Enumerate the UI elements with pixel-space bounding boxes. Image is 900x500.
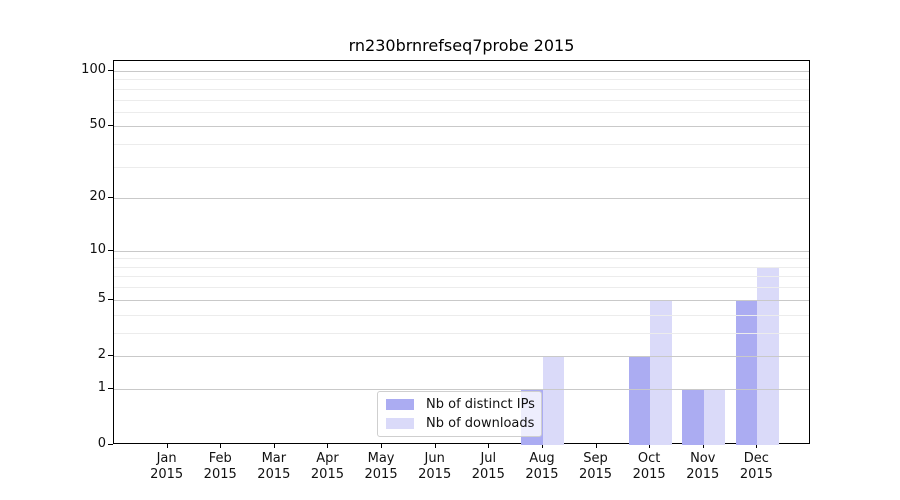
x-tick-label-sep: Sep 2015: [565, 451, 627, 483]
y-tick-mark-50: [108, 125, 113, 126]
x-tick-year: 2015: [525, 467, 559, 482]
gridline-minor-3: [114, 332, 809, 334]
x-tick-month: Apr: [316, 451, 339, 466]
x-tick-month: Sep: [583, 451, 608, 466]
x-tick-year: 2015: [739, 467, 773, 482]
legend-item-distinct-ips: Nb of distinct IPs: [386, 397, 535, 412]
y-tick-mark-5: [108, 299, 113, 300]
x-tick-month: Jan: [156, 451, 177, 466]
gridline-minor-90: [114, 79, 809, 81]
x-tick-mark-mar: [274, 444, 275, 448]
plot-area: [113, 60, 810, 445]
x-tick-mark-sep: [596, 444, 597, 448]
x-tick-month: Oct: [637, 451, 661, 466]
gridline-minor-60: [114, 111, 809, 113]
gridline-major-1: [114, 388, 809, 390]
x-tick-label-nov: Nov 2015: [672, 451, 734, 483]
x-tick-year: 2015: [418, 467, 452, 482]
x-tick-year: 2015: [310, 467, 344, 482]
gridline-minor-7: [114, 276, 809, 278]
x-tick-month: Nov: [690, 451, 716, 466]
y-tick-mark-100: [108, 70, 113, 71]
x-tick-mark-aug: [542, 444, 543, 448]
x-tick-year: 2015: [471, 467, 505, 482]
gridline-major-10: [114, 250, 809, 252]
x-tick-mark-feb: [220, 444, 221, 448]
y-tick-mark-0: [108, 444, 113, 445]
legend-swatch-distinct-ips: [386, 399, 414, 410]
y-tick-label-10: 10: [89, 241, 106, 257]
legend-item-downloads: Nb of downloads: [386, 416, 535, 431]
x-tick-year: 2015: [257, 467, 291, 482]
x-tick-month: May: [367, 451, 395, 466]
gridline-minor-30: [114, 166, 809, 168]
y-tick-label-5: 5: [97, 290, 106, 306]
y-tick-label-20: 20: [89, 189, 106, 205]
gridline-minor-70: [114, 99, 809, 101]
gridline-minor-40: [114, 144, 809, 146]
gridline-minor-4: [114, 314, 809, 316]
x-tick-month: Jun: [424, 451, 445, 466]
x-tick-label-jun: Jun 2015: [404, 451, 466, 483]
x-tick-mark-nov: [703, 444, 704, 448]
gridline-minor-9: [114, 258, 809, 260]
x-tick-label-apr: Apr 2015: [296, 451, 358, 483]
x-tick-label-dec: Dec 2015: [725, 451, 787, 483]
x-tick-year: 2015: [203, 467, 237, 482]
y-tick-label-100: 100: [81, 61, 106, 77]
gridline-minor-80: [114, 88, 809, 90]
x-tick-mark-apr: [327, 444, 328, 448]
legend: Nb of distinct IPs Nb of downloads: [377, 391, 542, 437]
gridline-minor-8: [114, 266, 809, 268]
y-tick-label-2: 2: [97, 346, 106, 362]
x-tick-year: 2015: [150, 467, 184, 482]
x-tick-mark-jul: [488, 444, 489, 448]
x-tick-label-feb: Feb 2015: [189, 451, 251, 483]
bar-nb-of-distinct-ips-nov: [682, 388, 704, 445]
gridline-major-100: [114, 70, 809, 72]
x-tick-mark-dec: [756, 444, 757, 448]
x-tick-label-aug: Aug 2015: [511, 451, 573, 483]
x-tick-month: Feb: [208, 451, 232, 466]
bar-nb-of-downloads-oct: [650, 299, 672, 445]
x-tick-year: 2015: [364, 467, 398, 482]
y-tick-label-50: 50: [89, 117, 106, 133]
y-tick-label-0: 0: [97, 436, 106, 451]
gridline-major-20: [114, 198, 809, 200]
gridline-major-5: [114, 299, 809, 301]
x-tick-label-jul: Jul 2015: [457, 451, 519, 483]
x-tick-month: Jul: [480, 451, 497, 466]
x-tick-label-mar: Mar 2015: [243, 451, 305, 483]
x-tick-year: 2015: [686, 467, 720, 482]
x-tick-label-jan: Jan 2015: [136, 451, 198, 483]
x-tick-mark-jan: [167, 444, 168, 448]
legend-label-downloads: Nb of downloads: [426, 416, 535, 431]
x-tick-mark-jun: [435, 444, 436, 448]
bar-nb-of-distinct-ips-oct: [628, 355, 651, 445]
gridline-major-50: [114, 126, 809, 128]
y-tick-mark-2: [108, 355, 113, 356]
x-tick-year: 2015: [578, 467, 613, 482]
gridline-minor-6: [114, 287, 809, 289]
bar-nb-of-downloads-nov: [703, 388, 726, 445]
x-tick-label-may: May 2015: [350, 451, 412, 483]
x-tick-year: 2015: [632, 467, 666, 482]
gridline-major-2: [114, 355, 809, 357]
x-tick-mark-may: [381, 444, 382, 448]
x-tick-mark-oct: [649, 444, 650, 448]
chart-title: rn230brnrefseq7probe 2015: [348, 36, 575, 55]
x-tick-label-oct: Oct 2015: [618, 451, 680, 483]
x-tick-month: Mar: [261, 451, 287, 466]
y-tick-label-1: 1: [97, 379, 106, 395]
legend-swatch-downloads: [386, 418, 414, 429]
y-tick-mark-20: [108, 197, 113, 198]
y-tick-mark-1: [108, 388, 113, 389]
x-tick-month: Aug: [529, 451, 555, 466]
bar-nb-of-distinct-ips-dec: [735, 299, 758, 445]
bar-nb-of-downloads-aug: [542, 355, 565, 445]
legend-label-distinct-ips: Nb of distinct IPs: [426, 397, 535, 412]
y-tick-mark-10: [108, 250, 113, 251]
x-tick-month: Dec: [743, 451, 769, 466]
